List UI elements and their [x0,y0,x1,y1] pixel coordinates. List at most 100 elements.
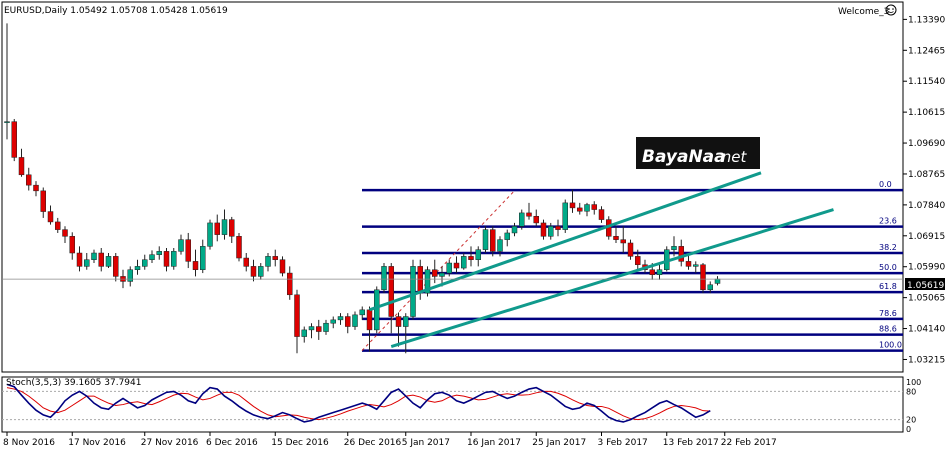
price-label: 1.06915 [908,232,945,242]
candle-body [84,259,90,267]
candle-body [55,221,61,230]
candle [613,226,619,243]
candle [62,226,68,243]
candle-body [410,266,416,317]
candle [526,202,532,220]
candle [359,306,365,320]
fib-level-label: 61.8 [879,282,897,291]
indicator-frame [1,376,904,433]
candle-body [671,246,677,250]
time-label: 26 Dec 2016 [344,438,402,448]
candle [707,281,713,294]
price-label: 1.07840 [908,201,945,211]
candle-body [417,266,423,294]
candle-body [33,184,39,192]
candle [395,312,402,347]
candle-body [439,272,445,277]
channel-line [369,171,762,312]
candle-body [548,226,554,237]
price-label: 1.12465 [908,46,945,56]
stoch-level-label: 20 [906,416,916,425]
fib-level-label: 0.0 [879,180,892,189]
candle [693,261,699,274]
candle-body [26,174,32,186]
candle [620,226,626,254]
candle-body [62,229,68,237]
candle-body [287,272,293,296]
candle [229,216,235,243]
candle-body [555,226,561,230]
candle [584,202,590,217]
candle [84,253,90,270]
candle [76,246,83,272]
price-label: 1.08765 [908,170,945,180]
trend-channel[interactable] [369,171,834,349]
candle-body [134,266,141,270]
candle [40,187,46,218]
candle [345,313,351,334]
fib-trendline [361,189,516,351]
candle [18,148,25,177]
candle [352,311,358,330]
candle-body [301,329,307,337]
candle [221,209,228,240]
candle [192,249,199,277]
candle [540,219,547,240]
expert-name-label: Welcome_3 [838,7,889,17]
candle [598,206,605,223]
candle [497,236,503,257]
candle [178,234,184,255]
candle-body [482,229,489,250]
price-label: 1.04140 [908,325,945,335]
price-label: 1.09690 [908,139,945,149]
candle [127,266,133,287]
candle-body [243,257,249,267]
candle-body [707,284,713,291]
candle-body [649,269,655,275]
expert-smiley-icon [885,4,897,16]
time-label: 6 Dec 2016 [206,438,258,448]
time-label: 16 Jan 2017 [467,438,521,448]
candle [374,286,380,334]
candle [562,199,568,233]
candle-body [577,207,583,212]
fib-level-label: 88.6 [879,325,897,334]
candle-body [163,251,170,267]
candle [294,289,300,354]
chart-grid [1,1,904,433]
candle [627,239,634,260]
channel-line [390,208,834,349]
time-label: 8 Nov 2016 [3,438,55,448]
candle [490,226,496,257]
candle-body [323,322,329,332]
fib-level-label: 78.6 [879,309,897,318]
candle [185,232,191,269]
candle-body [627,242,634,257]
candle-body [156,251,162,255]
time-label: 17 Nov 2016 [68,438,126,448]
candle-body [374,289,380,331]
candle-body [359,309,365,316]
candle [410,259,416,320]
candle [272,249,278,267]
candle [555,219,561,237]
candle [316,319,322,340]
candle-body [113,256,119,277]
price-label: 1.10615 [908,108,945,118]
candle-body [381,266,387,291]
candle-body [236,236,242,259]
price-label: 1.13390 [908,15,945,25]
stoch-main-line [6,383,711,423]
candle [475,246,481,267]
fib-level-label: 38.2 [879,243,897,252]
candle [200,239,206,274]
price-label: 1.03215 [908,355,945,365]
candle-body [47,211,54,223]
candle-body [149,254,155,260]
candle-body [294,294,300,337]
candle [250,259,257,282]
candle [69,232,75,260]
current-price-value: 1.05619 [907,281,944,291]
